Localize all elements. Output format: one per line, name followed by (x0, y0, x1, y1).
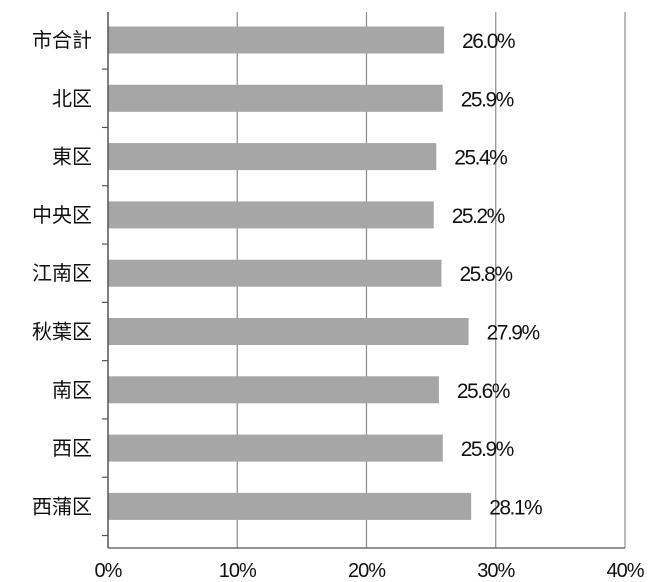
bar-5 (108, 318, 469, 345)
value-label-6: 25.6% (457, 380, 510, 403)
value-label-2: 25.4% (454, 147, 507, 170)
bar-6 (108, 376, 439, 404)
x-tick-label-3: 30% (477, 560, 515, 582)
x-tick-label-0: 0% (95, 560, 123, 582)
value-label-1: 25.9% (461, 88, 514, 111)
bars (108, 26, 472, 520)
value-label-5: 27.9% (487, 322, 540, 345)
bar-2 (108, 143, 437, 171)
x-tick-label-2: 20% (348, 560, 386, 582)
bar-7 (108, 434, 443, 462)
bar-1 (108, 84, 443, 112)
value-label-3: 25.2% (452, 205, 505, 228)
category-label-2: 東区 (52, 145, 92, 169)
category-label-5: 秋葉区 (32, 320, 92, 344)
value-label-8: 28.1% (489, 496, 542, 519)
category-label-3: 中央区 (32, 203, 92, 227)
category-label-1: 北区 (52, 86, 92, 110)
category-label-7: 西区 (52, 436, 92, 460)
value-label-7: 25.9% (461, 438, 514, 461)
x-tick-label-4: 40% (606, 560, 644, 582)
category-label-0: 市合計 (32, 28, 92, 52)
category-label-4: 江南区 (32, 261, 92, 285)
value-label-4: 25.8% (459, 263, 512, 286)
axes (102, 12, 625, 549)
category-label-6: 南区 (52, 378, 92, 402)
bar-3 (108, 201, 434, 229)
bar-8 (108, 492, 472, 520)
category-label-8: 西蒲区 (32, 494, 92, 518)
x-tick-label-1: 10% (219, 560, 257, 582)
bar-0 (108, 26, 445, 54)
bar-4 (108, 259, 442, 287)
value-label-0: 26.0% (462, 30, 515, 53)
